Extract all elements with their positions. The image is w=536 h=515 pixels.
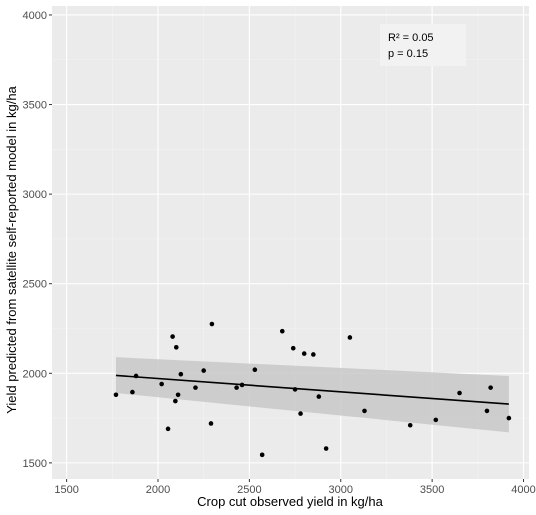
data-point	[170, 334, 175, 339]
data-point	[234, 385, 239, 390]
y-tick-label: 1500	[23, 458, 47, 470]
y-tick-label: 3000	[23, 189, 47, 201]
data-points	[113, 321, 512, 458]
x-tick-label: 4000	[511, 484, 535, 496]
data-point	[311, 352, 316, 357]
data-point	[252, 367, 258, 373]
x-tick-label: 3000	[329, 484, 353, 496]
y-axis-ticks: 1500 2000 2500 3000 3500 4000	[23, 10, 52, 470]
data-point	[113, 392, 119, 398]
data-point	[259, 452, 265, 458]
data-point	[506, 415, 512, 421]
r-squared-label: R² = 0.05	[388, 32, 434, 44]
stats-annotation: R² = 0.05 p = 0.15	[380, 24, 466, 66]
data-point	[433, 417, 439, 423]
data-point	[193, 385, 198, 390]
x-axis-ticks: 1500 2000 2500 3000 3500 4000	[54, 479, 536, 496]
y-tick-label: 2000	[23, 368, 47, 380]
data-point	[209, 321, 215, 327]
x-tick-label: 3500	[420, 484, 444, 496]
data-point	[159, 381, 164, 387]
data-point	[298, 411, 303, 416]
data-point	[173, 398, 178, 404]
y-tick-label: 2500	[23, 279, 47, 291]
data-point	[279, 328, 285, 334]
data-point	[173, 345, 179, 350]
data-point	[362, 408, 367, 414]
x-tick-label: 2000	[146, 484, 170, 496]
x-axis-title: Crop cut observed yield in kg/ha	[197, 494, 383, 509]
x-tick-label: 2500	[237, 484, 261, 496]
data-point	[407, 422, 413, 428]
data-point	[484, 408, 490, 414]
annotation-box	[380, 24, 466, 66]
data-point	[316, 394, 322, 399]
y-tick-label: 3500	[23, 100, 47, 112]
data-point	[292, 387, 298, 392]
x-tick-label: 1500	[54, 484, 78, 496]
data-point	[130, 389, 135, 395]
confidence-ribbon	[115, 357, 509, 433]
regression-line	[115, 374, 509, 405]
data-point	[239, 382, 245, 388]
y-axis-title: Yield predicted from satellite self-repo…	[4, 85, 19, 413]
data-point	[457, 390, 462, 396]
data-point	[201, 368, 206, 373]
data-point	[178, 371, 184, 377]
data-point	[347, 335, 353, 340]
data-point	[323, 446, 329, 451]
p-value-label: p = 0.15	[388, 48, 428, 60]
data-point	[165, 426, 171, 432]
y-tick-label: 4000	[23, 10, 47, 22]
data-point	[175, 392, 181, 398]
data-point	[488, 385, 493, 390]
data-point	[290, 345, 296, 351]
data-point	[133, 373, 139, 379]
data-point	[208, 421, 214, 426]
data-point	[301, 351, 307, 356]
